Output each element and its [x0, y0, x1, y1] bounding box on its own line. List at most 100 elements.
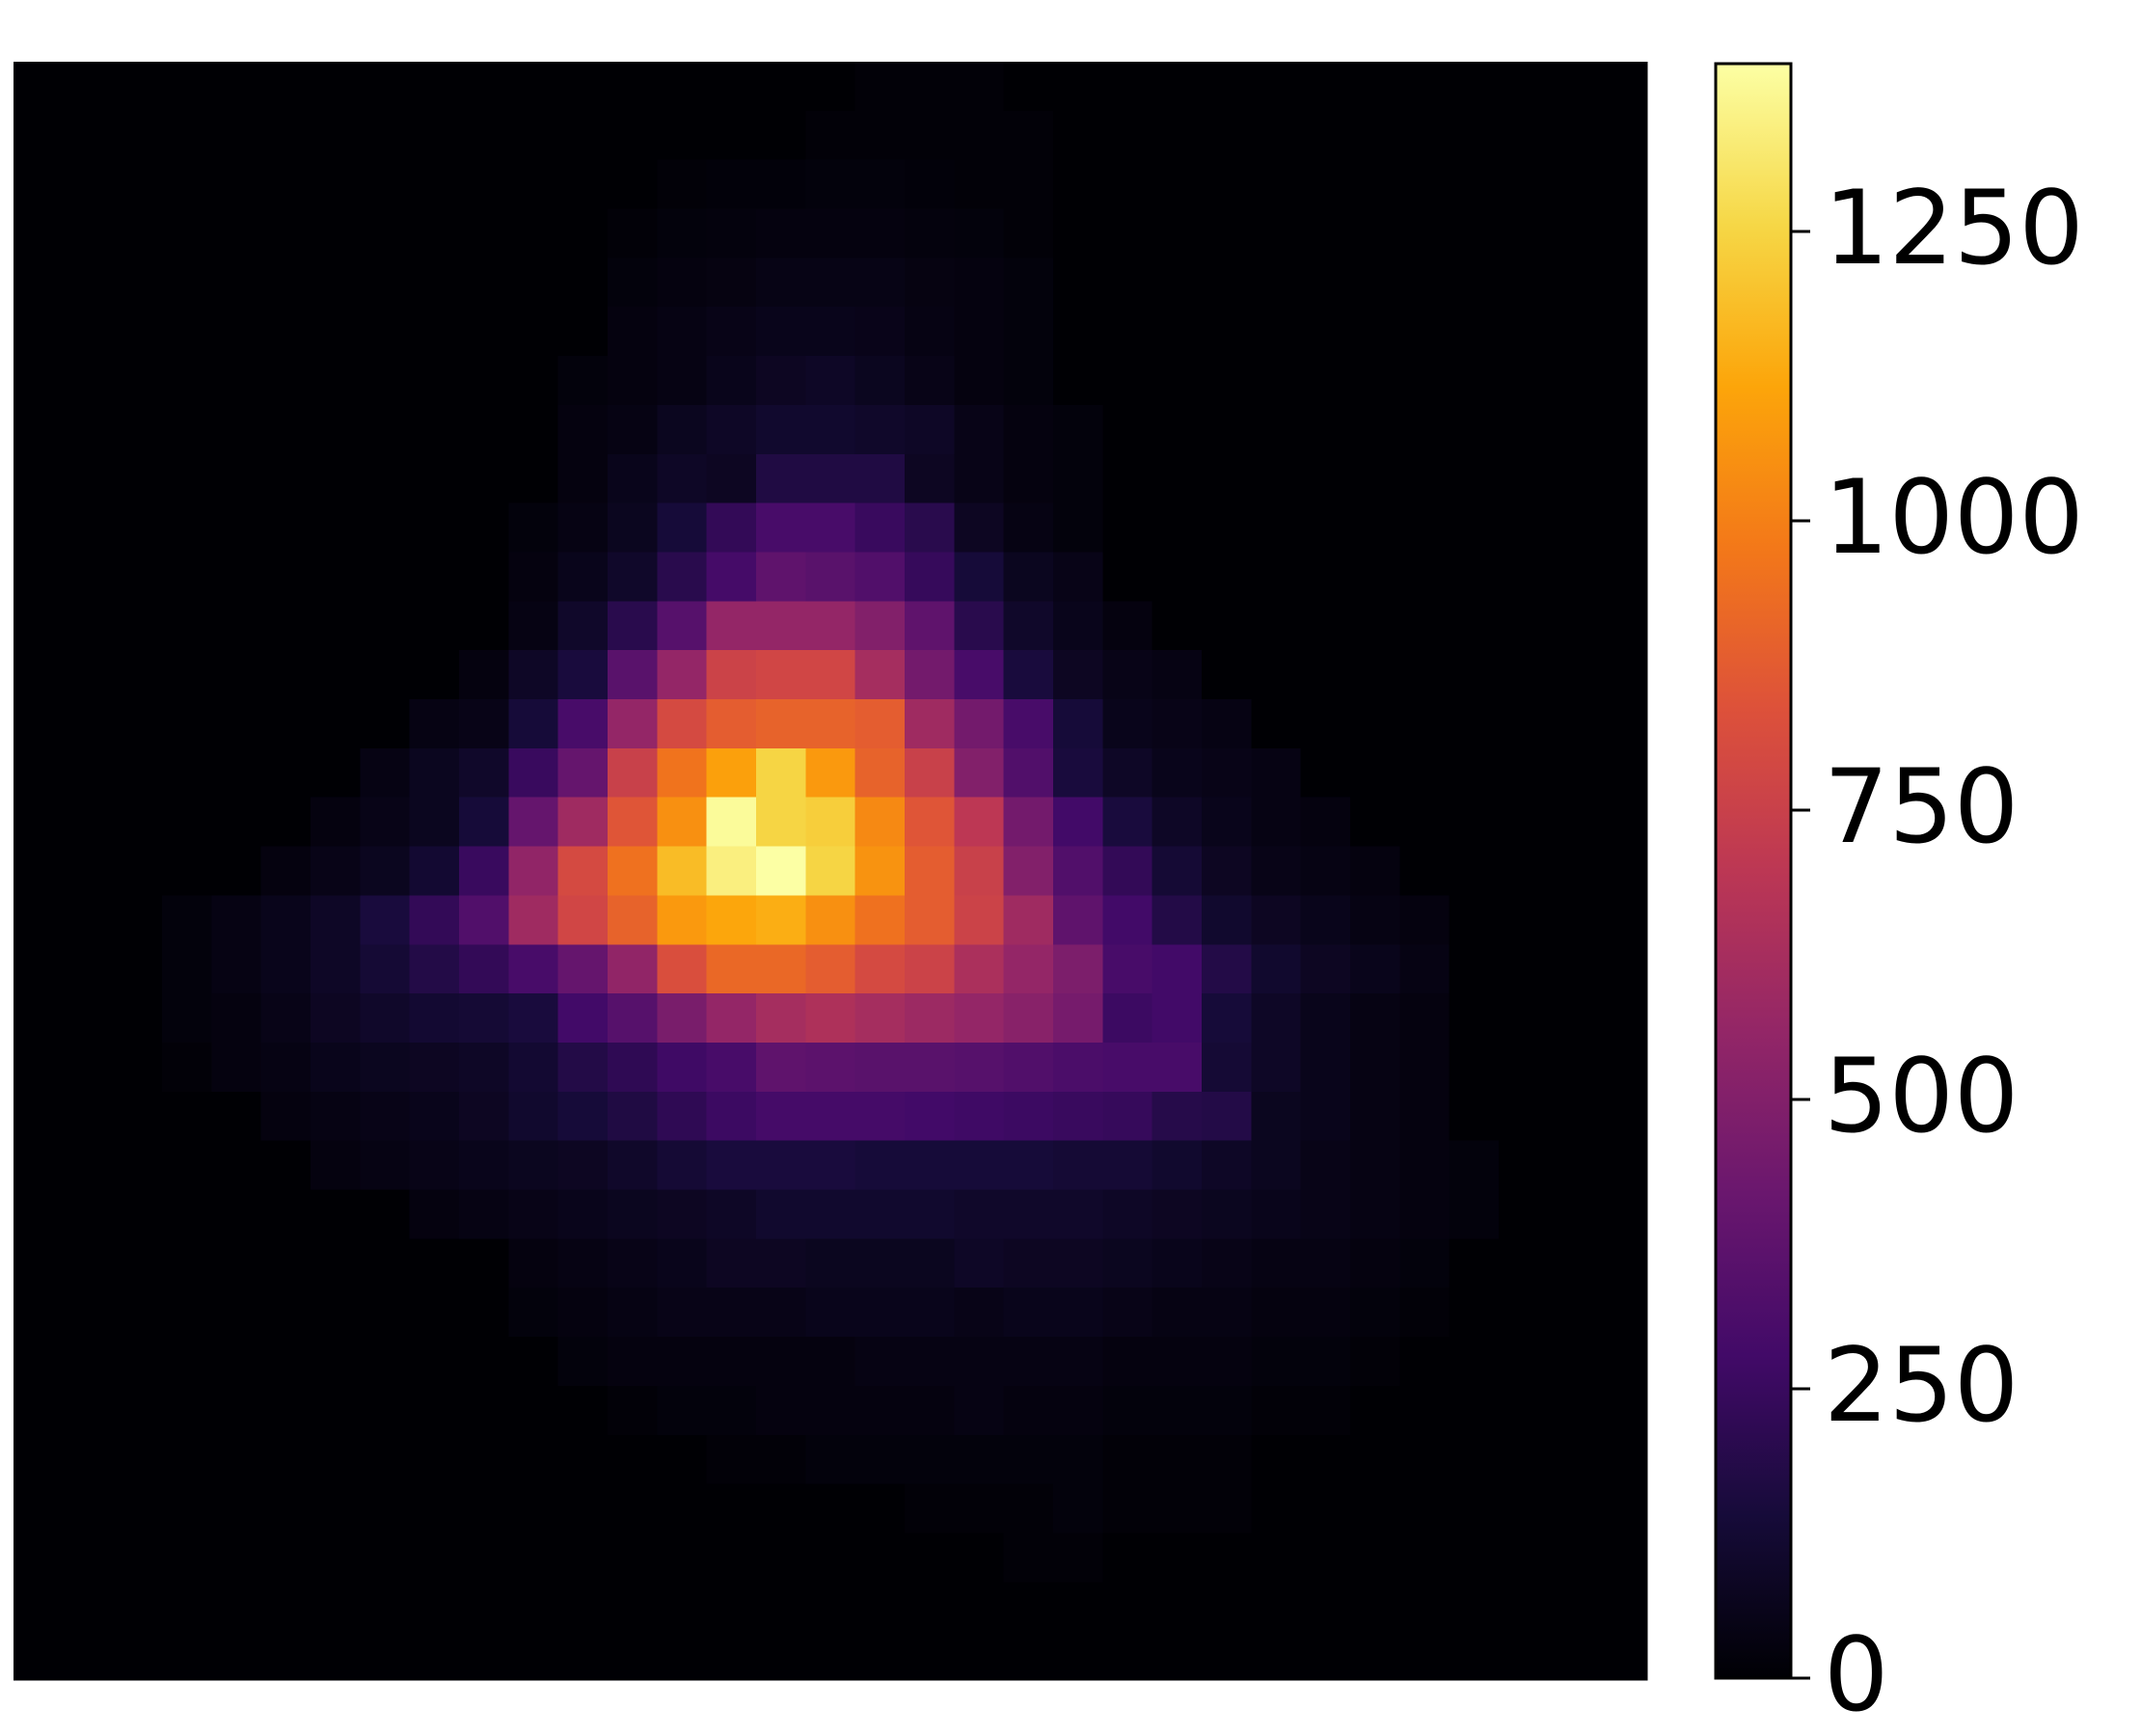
- cell: [1251, 159, 1302, 210]
- cell: [657, 552, 708, 602]
- cell: [1003, 1238, 1054, 1288]
- cell: [260, 1385, 312, 1436]
- cell: [1102, 1140, 1153, 1191]
- cell: [1597, 1042, 1648, 1093]
- cell: [14, 1189, 64, 1239]
- cell: [706, 1434, 757, 1485]
- cell: [1053, 650, 1103, 700]
- cell: [1152, 1434, 1203, 1485]
- cell: [1548, 62, 1599, 112]
- cell: [409, 258, 460, 308]
- cell: [1102, 1533, 1153, 1583]
- cell: [1399, 159, 1450, 210]
- cell: [508, 1238, 559, 1288]
- cell: [311, 1582, 361, 1632]
- cell: [1053, 1385, 1103, 1436]
- cell: [14, 747, 64, 799]
- cell: [63, 453, 114, 504]
- cell: [657, 62, 708, 112]
- cell: [1300, 404, 1351, 455]
- cell: [1003, 1631, 1054, 1681]
- cell: [211, 453, 262, 504]
- cell: [459, 1483, 509, 1534]
- cell: [1053, 1091, 1103, 1142]
- cell: [260, 747, 312, 799]
- cell: [756, 307, 806, 357]
- cell: [1597, 944, 1648, 994]
- cell: [756, 601, 806, 651]
- cell: [1499, 1189, 1549, 1239]
- cell: [854, 453, 906, 504]
- cell: [1003, 797, 1054, 848]
- cell: [756, 895, 806, 945]
- cell: [1053, 307, 1103, 357]
- cell: [14, 1091, 64, 1142]
- cell: [508, 404, 559, 455]
- cell: [63, 159, 114, 210]
- cell: [1202, 895, 1252, 945]
- cell: [608, 846, 658, 897]
- cell: [805, 356, 856, 406]
- cell: [260, 1483, 312, 1534]
- cell: [1449, 1238, 1500, 1288]
- cell: [1003, 552, 1054, 602]
- cell: [608, 1288, 658, 1338]
- cell: [112, 747, 163, 799]
- cell: [1102, 1238, 1153, 1288]
- cell: [459, 404, 509, 455]
- cell: [608, 62, 658, 112]
- cell: [508, 307, 559, 357]
- cell: [1102, 258, 1153, 308]
- cell: [260, 110, 312, 161]
- cell: [14, 110, 64, 161]
- cell: [1548, 453, 1599, 504]
- cell: [805, 1337, 856, 1387]
- cell: [657, 1434, 708, 1485]
- cell: [1053, 404, 1103, 455]
- cell: [1202, 747, 1252, 799]
- cell: [1350, 110, 1400, 161]
- cell: [1202, 208, 1252, 258]
- cell: [1251, 502, 1302, 554]
- cell: [360, 1533, 411, 1583]
- cell: [1597, 1091, 1648, 1142]
- cell: [1003, 159, 1054, 210]
- cell: [311, 1385, 361, 1436]
- cell: [459, 747, 509, 799]
- cell: [360, 944, 411, 994]
- cell: [805, 552, 856, 602]
- cell: [756, 110, 806, 161]
- cell: [1102, 699, 1153, 749]
- cell: [1399, 1140, 1450, 1191]
- cell: [1152, 1238, 1203, 1288]
- cell: [1399, 797, 1450, 848]
- cell: [557, 1533, 609, 1583]
- cell: [854, 1042, 906, 1093]
- cell: [1449, 747, 1500, 799]
- cell: [508, 895, 559, 945]
- cell: [1499, 1483, 1549, 1534]
- cell: [706, 944, 757, 994]
- cell: [508, 208, 559, 258]
- cell: [1003, 1189, 1054, 1239]
- cell: [1300, 110, 1351, 161]
- cell: [1053, 110, 1103, 161]
- cell: [211, 1631, 262, 1681]
- cell: [1399, 1238, 1450, 1288]
- cell: [1399, 1042, 1450, 1093]
- cell: [1251, 1288, 1302, 1338]
- cell: [211, 944, 262, 994]
- cell: [311, 159, 361, 210]
- cell: [260, 895, 312, 945]
- cell: [508, 552, 559, 602]
- cell: [260, 1042, 312, 1093]
- cell: [756, 1434, 806, 1485]
- cell: [360, 356, 411, 406]
- cell: [409, 62, 460, 112]
- cell: [805, 601, 856, 651]
- cell: [1449, 846, 1500, 897]
- cell: [14, 258, 64, 308]
- cell: [1548, 1238, 1599, 1288]
- cell: [954, 1434, 1005, 1485]
- cell: [1499, 1042, 1549, 1093]
